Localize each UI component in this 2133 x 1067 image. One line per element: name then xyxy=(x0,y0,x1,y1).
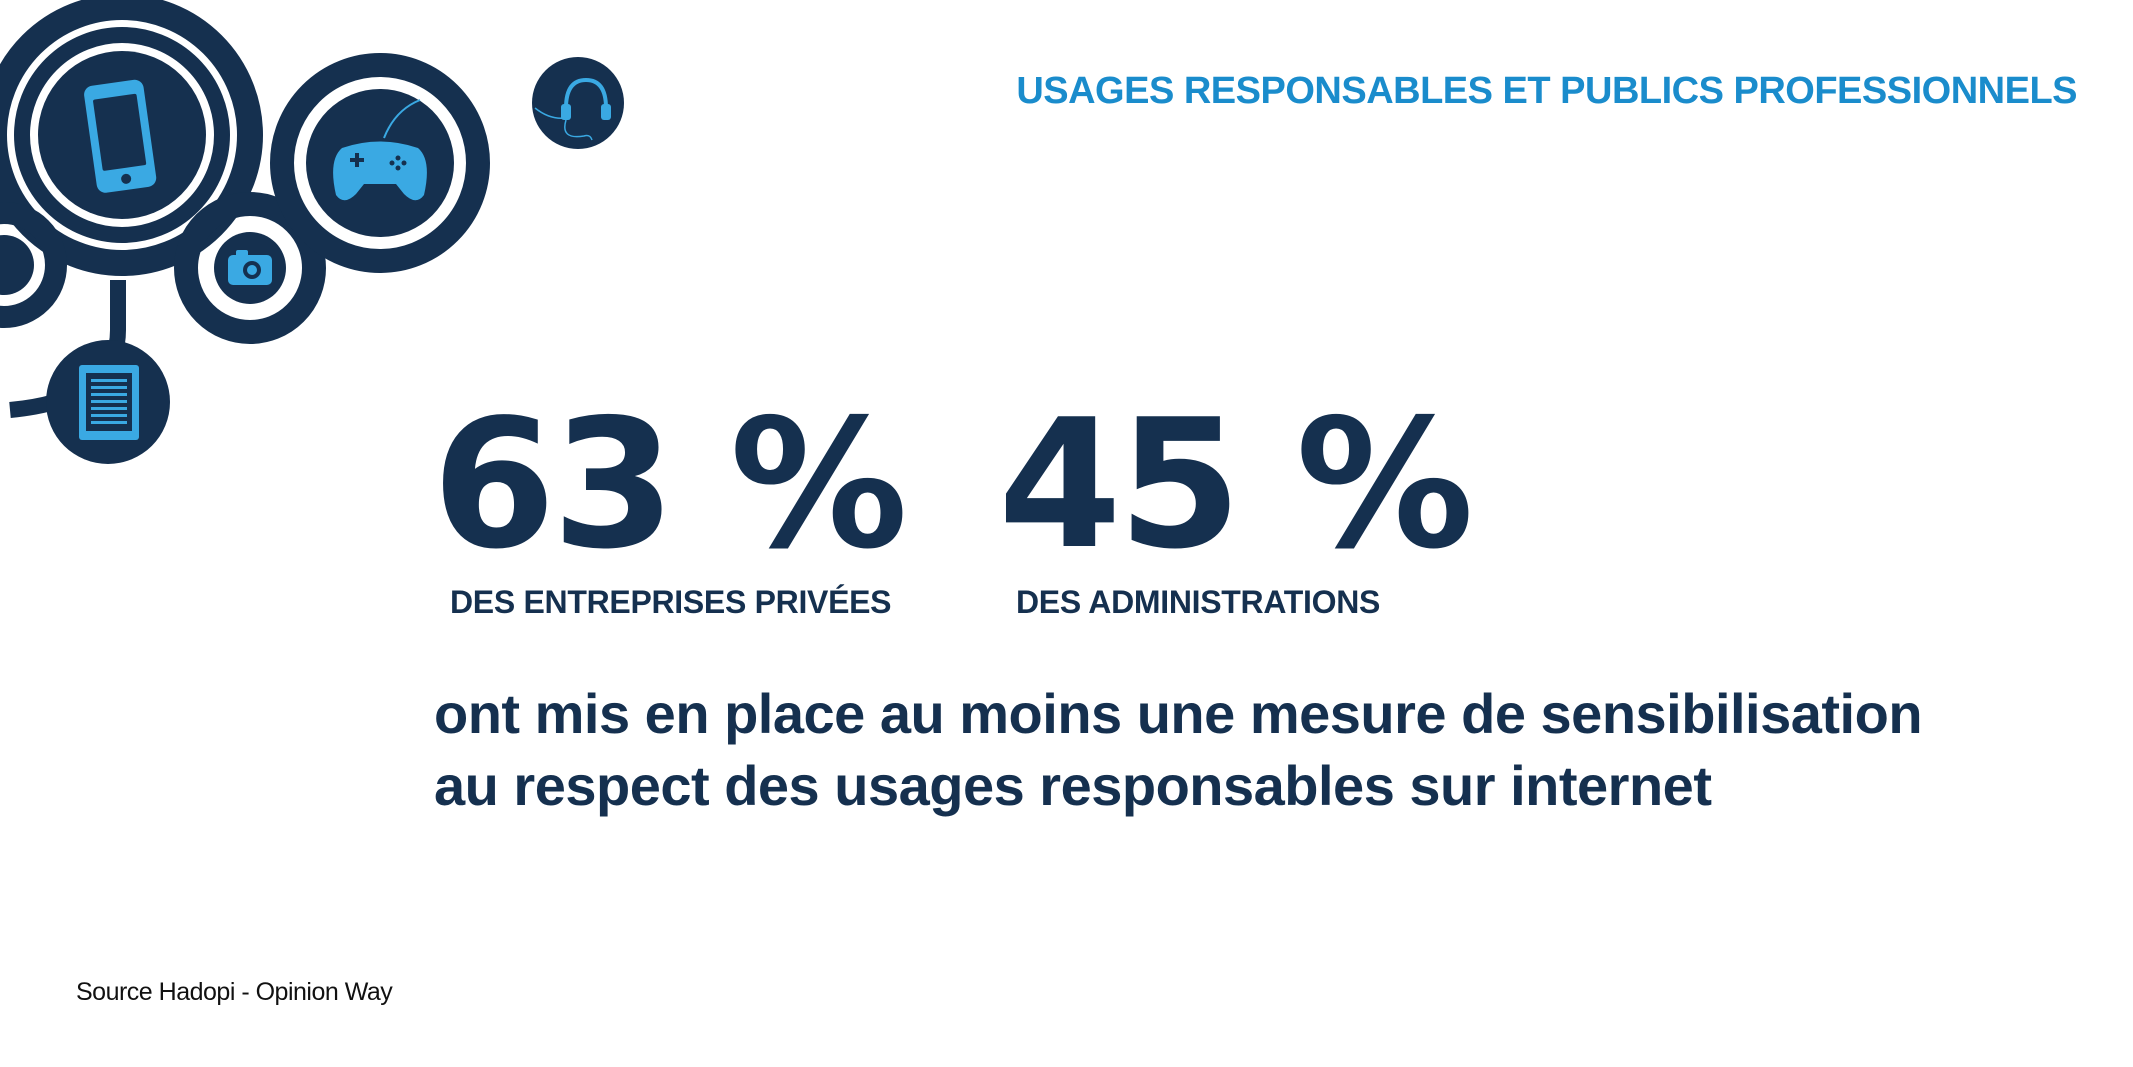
source-note: Source Hadopi - Opinion Way xyxy=(76,978,393,1006)
smartphone-circle xyxy=(0,0,263,276)
smartphone-icon xyxy=(84,79,157,193)
ebook-reader-icon xyxy=(79,365,139,440)
stat-value: 63 % xyxy=(432,381,908,588)
headphones-circle xyxy=(532,57,624,149)
ebook-circle xyxy=(46,340,170,464)
stat-label: DES ENTREPRISES PRIVÉES xyxy=(450,584,892,620)
statement-line-2: au respect des usages responsables sur i… xyxy=(434,754,1712,817)
page-title: USAGES RESPONSABLES ET PUBLICS PROFESSIO… xyxy=(1016,70,2077,112)
gamepad-icon xyxy=(333,141,427,201)
gamepad-circle xyxy=(270,53,490,273)
stat-administrations: 45 % DES ADMINISTRATIONS xyxy=(998,381,1474,621)
stat-label: DES ADMINISTRATIONS xyxy=(1016,584,1381,620)
device-circles-illustration xyxy=(0,0,624,464)
partial-circle-left xyxy=(0,202,67,328)
statement-text: ont mis en place au moins une mesure de … xyxy=(434,678,1994,822)
stat-value: 45 % xyxy=(998,381,1474,588)
statement-line-1: ont mis en place au moins une mesure de … xyxy=(434,682,1923,745)
headphones-icon xyxy=(534,77,611,141)
camera-icon xyxy=(228,250,272,285)
stat-private-companies: 63 % DES ENTREPRISES PRIVÉES xyxy=(432,381,908,621)
camera-circle xyxy=(174,192,326,344)
